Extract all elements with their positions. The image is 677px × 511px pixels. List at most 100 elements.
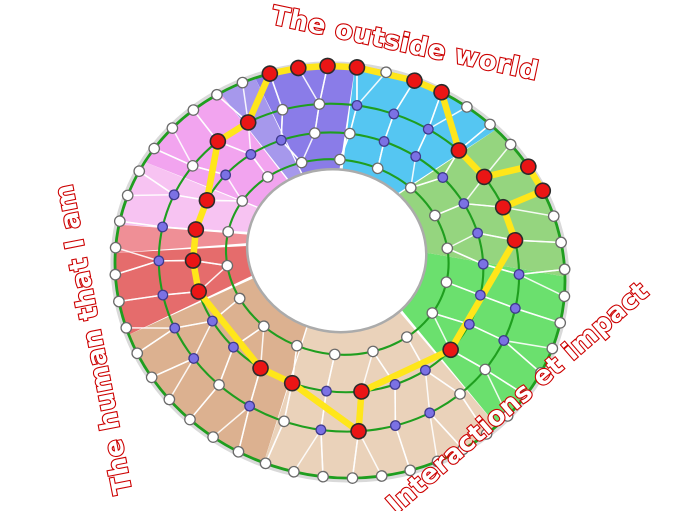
node-white: [211, 88, 223, 101]
node-white: [186, 159, 199, 172]
mesh-line: [428, 412, 439, 462]
node-purple: [169, 322, 181, 334]
node-white: [166, 122, 179, 134]
node-purple: [419, 364, 431, 376]
node-purple: [458, 198, 470, 210]
node-white: [461, 101, 473, 113]
node-white: [343, 127, 356, 140]
node-white: [431, 455, 444, 468]
mesh-line: [459, 393, 488, 435]
node-white: [554, 316, 567, 329]
node-white: [163, 393, 176, 406]
node-white: [479, 363, 492, 376]
node-purple: [389, 420, 401, 432]
mesh-line: [264, 421, 285, 464]
node-white: [261, 171, 274, 183]
mesh-line: [136, 327, 176, 354]
node-purple: [378, 136, 390, 147]
node-white: [380, 66, 392, 79]
node-white: [441, 242, 454, 255]
mesh-line: [218, 346, 235, 386]
wheel-rotated-group: [109, 57, 571, 484]
node-purple: [498, 335, 510, 346]
node-red: [290, 59, 307, 77]
node-white: [346, 472, 359, 484]
node-purple: [275, 134, 287, 146]
node-white: [109, 268, 122, 281]
node-white: [232, 445, 245, 458]
node-white: [295, 156, 308, 169]
node-purple: [228, 341, 239, 353]
mesh-line: [320, 429, 324, 477]
node-white: [131, 347, 144, 360]
node-red: [261, 65, 279, 82]
mesh-line: [484, 369, 509, 417]
mesh-line: [193, 320, 214, 359]
node-white: [457, 443, 469, 456]
node-white: [207, 431, 219, 443]
node-purple: [315, 424, 327, 436]
mesh-line: [446, 281, 481, 296]
node-purple: [388, 108, 400, 120]
node-white: [375, 470, 388, 482]
node-purple: [157, 221, 169, 233]
node-white: [404, 464, 417, 477]
node-red: [534, 182, 552, 200]
mesh-line: [503, 206, 554, 217]
node-white: [480, 428, 493, 440]
node-purple: [422, 123, 434, 135]
mesh-line: [237, 405, 251, 452]
node-red: [283, 374, 301, 392]
node-red: [252, 359, 269, 377]
mesh-line: [394, 384, 397, 426]
mesh-line: [115, 246, 160, 262]
mesh-line: [168, 358, 195, 400]
node-red: [442, 341, 459, 359]
node-white: [558, 290, 571, 303]
node-white: [221, 259, 234, 272]
node-purple: [474, 289, 486, 301]
node-purple: [389, 379, 401, 390]
node-white: [367, 345, 379, 358]
mesh-line: [138, 170, 175, 196]
node-purple: [472, 227, 484, 239]
sector-purple-light: [220, 77, 302, 180]
mesh-line: [153, 147, 194, 167]
node-white: [558, 263, 571, 276]
node-white: [148, 142, 161, 155]
node-red: [348, 59, 366, 76]
sector-blue: [342, 67, 496, 194]
node-white: [328, 348, 341, 361]
node-red: [187, 221, 205, 238]
mesh-line: [518, 273, 565, 298]
node-white: [334, 153, 346, 166]
node-red: [433, 83, 450, 101]
node-white: [519, 389, 532, 402]
node-purple: [206, 315, 218, 327]
node-white: [288, 465, 300, 478]
node-white: [145, 371, 158, 384]
node-red: [450, 142, 468, 159]
node-purple: [424, 407, 436, 419]
node-white: [236, 195, 249, 207]
node-purple: [157, 289, 169, 301]
node-purple: [168, 189, 180, 201]
node-red: [353, 383, 370, 400]
node-white: [501, 410, 514, 422]
node-white: [222, 225, 235, 238]
node-red: [406, 72, 423, 89]
mesh-line: [212, 405, 251, 438]
mesh-line: [356, 71, 387, 106]
mesh-line: [189, 384, 220, 421]
mesh-line: [480, 294, 516, 310]
node-red: [184, 252, 202, 269]
node-white: [429, 209, 441, 222]
node-white: [121, 189, 134, 202]
mesh-line: [293, 429, 322, 473]
node-white: [440, 276, 453, 289]
node-red: [198, 192, 216, 209]
node-white: [187, 104, 200, 116]
mesh-line: [424, 370, 431, 414]
node-white: [504, 138, 517, 151]
node-white: [291, 339, 303, 352]
